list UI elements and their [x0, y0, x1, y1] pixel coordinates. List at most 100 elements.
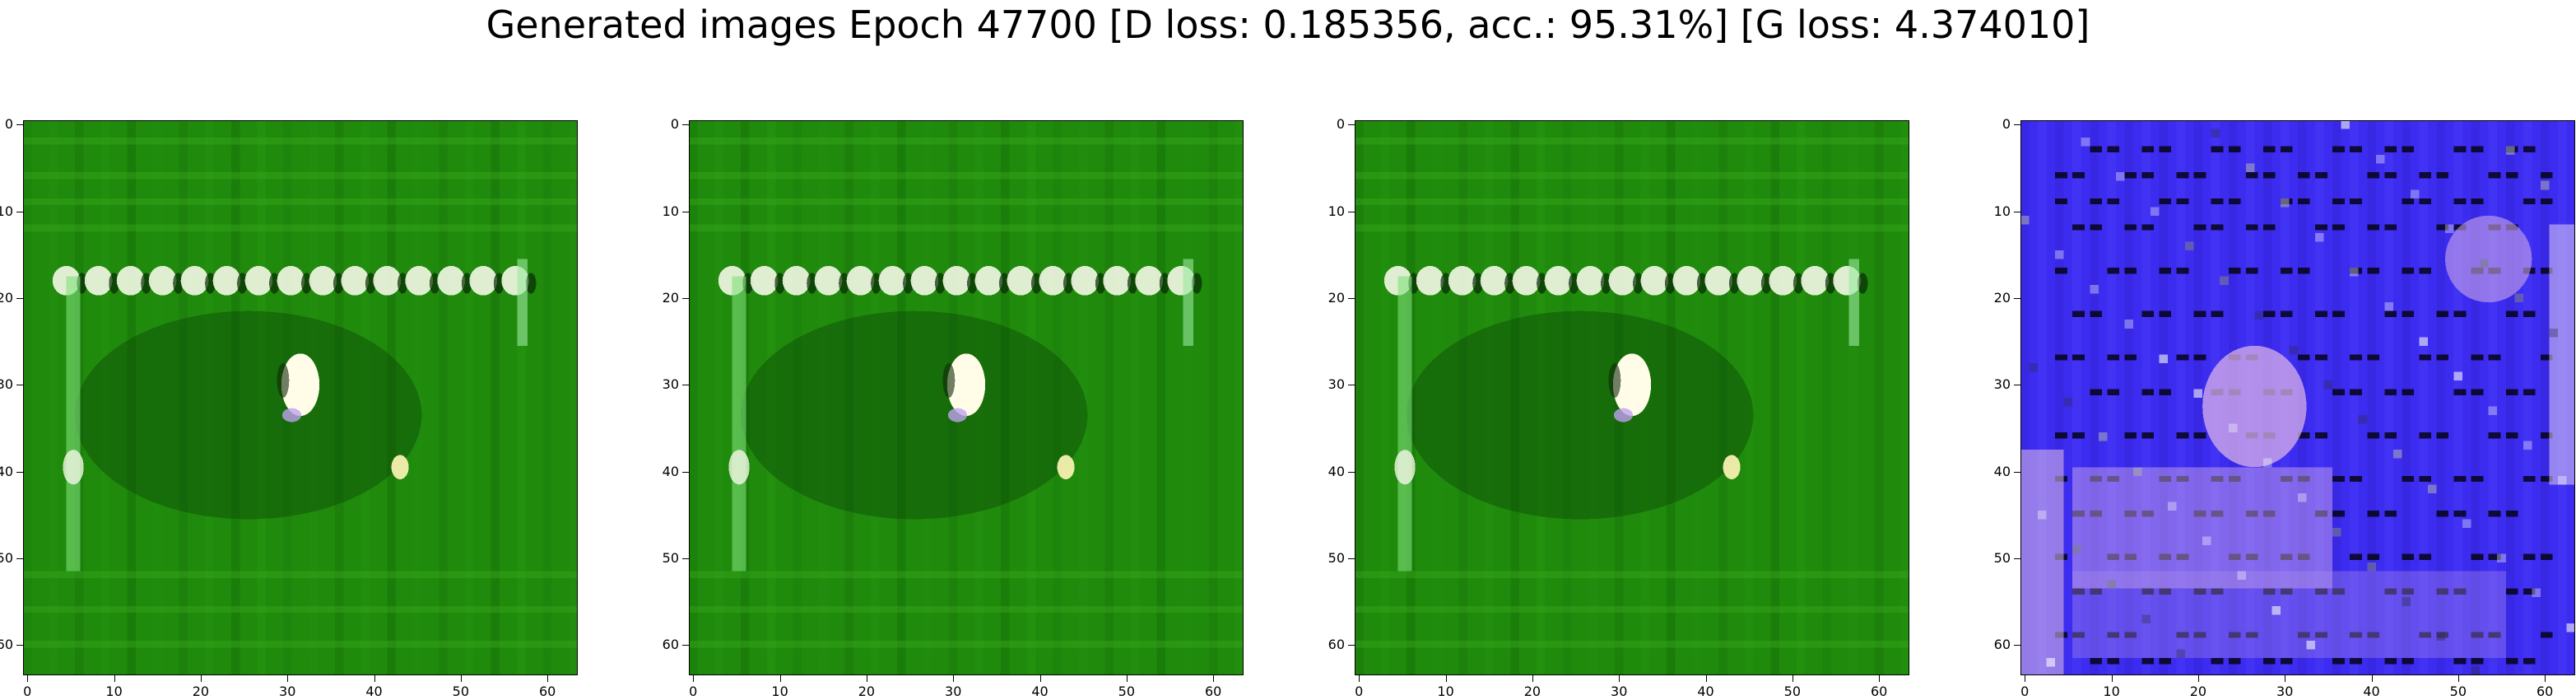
y-tick [16, 124, 23, 126]
y-tick [16, 297, 23, 299]
y-tick-label: 20 [1328, 289, 1345, 306]
y-tick-label: 30 [1328, 376, 1345, 393]
y-tick-label: 30 [0, 376, 13, 393]
x-tick-label: 60 [538, 684, 556, 699]
x-tick [779, 675, 781, 682]
generated-image-1 [23, 120, 578, 675]
x-tick-label: 20 [1523, 684, 1541, 699]
x-tick-label: 40 [1031, 684, 1049, 699]
image-panel-3: 0 0 10 10 20 20 30 30 40 40 50 50 60 60 [1328, 116, 1909, 699]
y-tick [1348, 558, 1355, 559]
x-tick [374, 675, 375, 682]
y-tick [16, 645, 23, 646]
y-tick-label: 40 [1993, 463, 2011, 479]
x-tick-label: 20 [858, 684, 876, 699]
y-tick-label: 0 [2002, 116, 2011, 133]
y-tick [16, 558, 23, 559]
y-tick [1348, 471, 1355, 473]
axes-frame [2020, 120, 2575, 675]
x-tick-label: 30 [279, 684, 296, 699]
y-tick-label: 10 [1993, 203, 2011, 219]
y-tick-label: 20 [1993, 289, 2011, 306]
y-tick-label: 40 [1328, 463, 1345, 479]
x-tick [1532, 675, 1533, 682]
x-tick [1705, 675, 1707, 682]
y-tick-label: 60 [0, 637, 13, 653]
x-tick [200, 675, 202, 682]
x-tick [1039, 675, 1041, 682]
image-panel-4: 0 0 10 10 20 20 30 30 40 40 50 50 60 60 [1994, 116, 2575, 699]
y-tick-label: 50 [0, 549, 13, 566]
x-tick-label: 10 [771, 684, 788, 699]
y-tick-label: 10 [662, 203, 679, 219]
x-tick-label: 30 [945, 684, 962, 699]
x-tick-label: 40 [365, 684, 383, 699]
y-tick [682, 645, 689, 646]
x-tick-label: 20 [2189, 684, 2207, 699]
y-tick [2014, 471, 2020, 473]
y-tick-label: 0 [1336, 116, 1345, 133]
y-tick-label: 20 [0, 289, 13, 306]
x-tick [2545, 675, 2546, 682]
x-tick [1359, 675, 1360, 682]
x-tick-label: 50 [1118, 684, 1135, 699]
y-tick-label: 10 [0, 203, 13, 219]
x-tick-label: 30 [2276, 684, 2294, 699]
x-tick-label: 50 [2449, 684, 2467, 699]
x-tick-label: 40 [2363, 684, 2380, 699]
x-tick [693, 675, 695, 682]
x-tick-label: 0 [2020, 684, 2030, 699]
x-tick [2371, 675, 2373, 682]
y-tick-label: 60 [1993, 637, 2011, 653]
y-tick-label: 30 [662, 376, 679, 393]
y-tick-label: 20 [662, 289, 679, 306]
y-tick [682, 471, 689, 473]
y-tick-label: 30 [1993, 376, 2011, 393]
generated-image-4 [2020, 120, 2575, 675]
x-tick [460, 675, 462, 682]
x-tick-label: 20 [192, 684, 210, 699]
y-tick [682, 297, 689, 299]
x-tick-label: 40 [1697, 684, 1714, 699]
axes-frame [689, 120, 1244, 675]
x-tick [1879, 675, 1881, 682]
y-tick [2014, 645, 2020, 646]
y-tick [1348, 297, 1355, 299]
y-tick [1348, 124, 1355, 126]
y-tick-label: 60 [662, 637, 679, 653]
image-panel-2: 0 0 10 10 20 20 30 30 40 40 50 50 60 60 [663, 116, 1244, 699]
axes-frame [23, 120, 578, 675]
y-tick-label: 60 [1328, 637, 1345, 653]
x-tick [547, 675, 549, 682]
x-tick [1126, 675, 1128, 682]
axes-frame [1355, 120, 1909, 675]
generated-image-3 [1355, 120, 1909, 675]
x-tick-label: 0 [1355, 684, 1364, 699]
x-tick-label: 50 [452, 684, 469, 699]
x-tick-label: 60 [1870, 684, 1888, 699]
y-tick [2014, 297, 2020, 299]
y-tick [682, 124, 689, 126]
y-tick-label: 50 [662, 549, 679, 566]
x-tick [287, 675, 289, 682]
image-panel-1: 0 0 10 10 20 20 30 30 40 40 50 50 60 60 [0, 116, 578, 699]
x-tick [1619, 675, 1620, 682]
y-tick [2014, 558, 2020, 559]
y-tick-label: 50 [1328, 549, 1345, 566]
x-tick-label: 10 [2103, 684, 2120, 699]
y-tick [2014, 124, 2020, 126]
x-tick [953, 675, 955, 682]
generated-image-2 [689, 120, 1244, 675]
x-tick-label: 10 [1437, 684, 1454, 699]
x-tick-label: 50 [1783, 684, 1801, 699]
x-tick [114, 675, 115, 682]
x-tick [27, 675, 29, 682]
x-tick [1445, 675, 1447, 682]
x-tick-label: 0 [689, 684, 698, 699]
x-tick-label: 60 [2536, 684, 2554, 699]
y-tick-label: 40 [0, 463, 13, 479]
y-tick-label: 40 [662, 463, 679, 479]
y-tick-label: 0 [4, 116, 13, 133]
x-tick [1213, 675, 1215, 682]
y-tick [682, 558, 689, 559]
